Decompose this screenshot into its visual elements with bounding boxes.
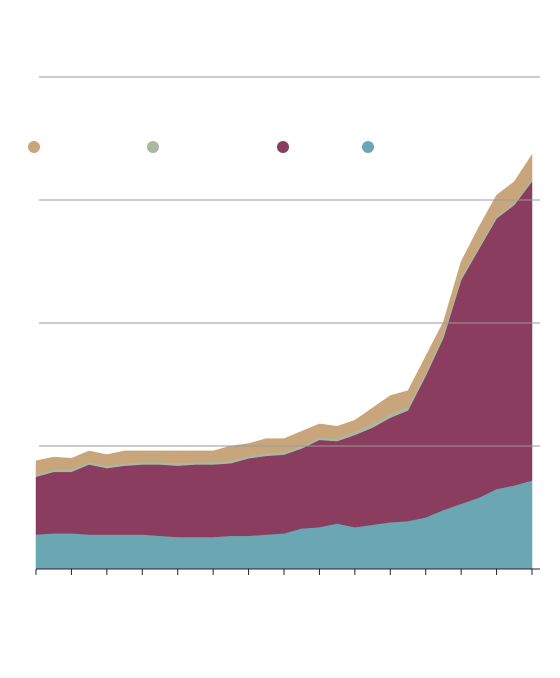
legend-swatch <box>28 141 40 153</box>
legend-swatch <box>277 141 289 153</box>
legend-swatch <box>147 141 159 153</box>
area <box>35 180 533 538</box>
legend-swatch <box>362 141 374 153</box>
area <box>35 153 533 475</box>
